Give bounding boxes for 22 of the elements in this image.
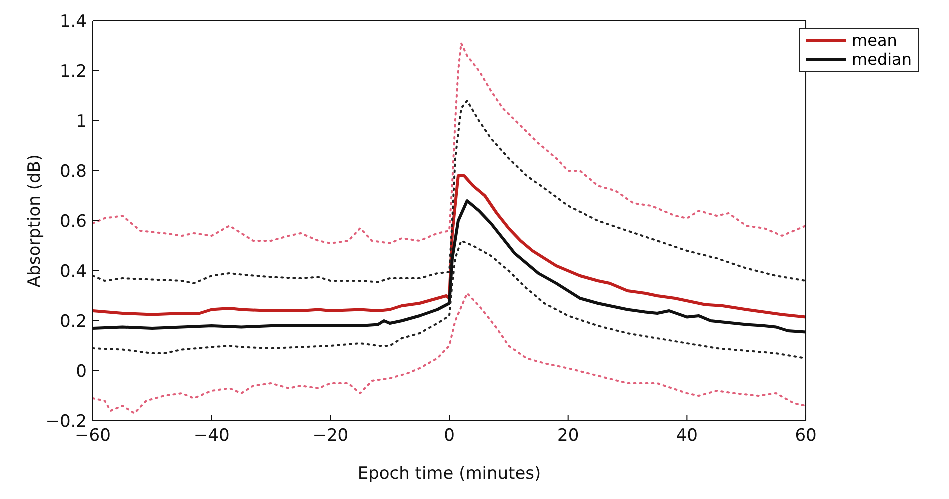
line-series [93, 100, 806, 284]
y-tick-label: 1.2 [60, 62, 87, 82]
x-tick-label: 0 [444, 426, 455, 446]
x-tick-label: 20 [558, 426, 580, 446]
x-tick-label: −40 [194, 426, 230, 446]
x-tick-label: −20 [312, 426, 349, 446]
x-axis-title: Epoch time (minutes) [358, 464, 542, 484]
legend-label: mean [852, 31, 898, 50]
line-series [93, 292, 806, 414]
y-axis-title: Absorption (dB) [25, 154, 46, 288]
y-tick-label: 0.4 [60, 262, 87, 282]
y-tick-label: 0.2 [60, 312, 87, 332]
x-tick-label: 60 [795, 426, 817, 446]
x-tick-label: 40 [676, 426, 698, 446]
y-tick-label: 0 [76, 362, 87, 382]
y-tick-label: 0.8 [60, 162, 87, 182]
y-tick-label: 1.4 [60, 12, 87, 32]
legend-label: median [852, 50, 912, 69]
line-series [93, 174, 806, 319]
y-tick-label: 0.6 [60, 212, 87, 232]
y-tick-label: 1 [76, 112, 87, 132]
line-series [93, 42, 806, 244]
